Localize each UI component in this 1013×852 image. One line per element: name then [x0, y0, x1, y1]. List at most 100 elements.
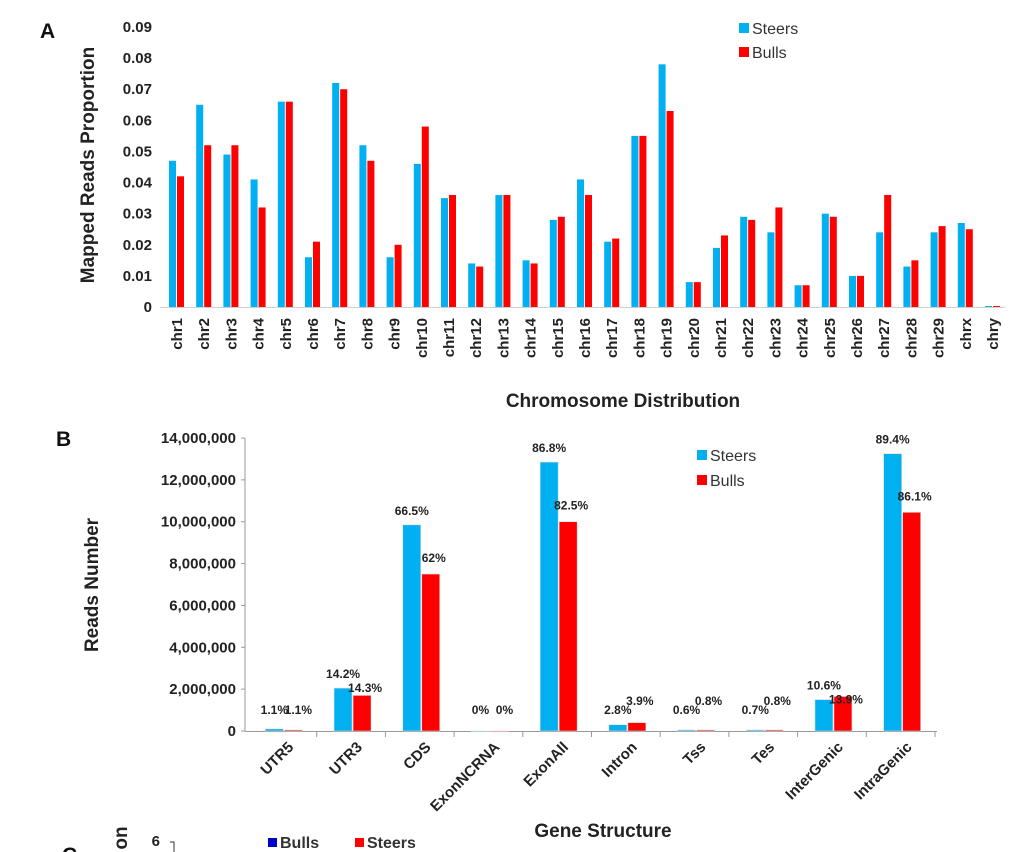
panel-a-bar-bulls [313, 241, 320, 307]
panel-a-bar-bulls [204, 145, 212, 307]
panel-b-data-label-bulls: 13.9% [829, 693, 863, 707]
panel-a-bar-steers [549, 219, 557, 307]
panel-a-y-tick-label: 0.09 [123, 19, 152, 36]
panel-b-data-label-steers: 86.8% [532, 441, 566, 455]
panel-a-x-tick-label: chr26 [849, 318, 866, 358]
panel-a-y-tick-label: 0.06 [123, 112, 152, 129]
panel-b-data-label-bulls: 1.1% [285, 703, 313, 717]
panel-a-bar-steers [604, 241, 612, 307]
panel-b-bar-steers [745, 729, 765, 732]
panel-b-bar-bulls [490, 730, 509, 733]
panel-a-bar-steers [196, 104, 204, 308]
panel-b-x-tick-label: Tes [749, 739, 779, 769]
panel-b-data-label-steers: 0% [472, 703, 490, 717]
panel-a-bar-bulls [911, 260, 919, 307]
panel-a-bar-bulls [748, 219, 756, 307]
panel-a-x-tick-label: chr7 [332, 318, 349, 350]
panel-b-bar-bulls [284, 729, 303, 732]
panel-b-data-label-bulls: 86.1% [898, 489, 932, 503]
panel-a-bar-steers [413, 163, 421, 307]
panel-a-bar-steers [794, 285, 802, 307]
panel-a-x-tick-label: chr8 [359, 318, 376, 350]
panel-a-bar-bulls [857, 275, 864, 307]
panel-b-y-tick-label: 12,000,000 [161, 472, 236, 489]
panel-b-bar-bulls [696, 729, 715, 732]
panel-b-bar-steers [608, 724, 628, 732]
panel-a-bar-steers [903, 266, 911, 307]
panel-b-y-tick-label: 8,000,000 [169, 556, 236, 573]
panel-a-x-tick-label: chr23 [767, 318, 784, 358]
panel-b-data-label-steers: 2.8% [604, 703, 632, 717]
panel-a-bar-steers [957, 223, 965, 307]
panel-a-bar-bulls [721, 235, 728, 307]
panel-b-y-tick-label: 2,000,000 [169, 681, 236, 698]
panel-a-x-tick-label: chr12 [468, 318, 485, 358]
panel-b-x-axis-title: Gene Structure [534, 821, 671, 842]
panel-a-bar-steers [876, 232, 884, 307]
panel-b-bar-steers [677, 729, 696, 732]
panel-a-x-tick-label: chr2 [196, 318, 213, 350]
panel-a-y-tick-label: 0.01 [123, 268, 152, 285]
panel-a-y-tick-label: 0.02 [123, 237, 152, 254]
panel-a-x-tick-label: chr20 [686, 318, 703, 358]
panel-a-bar-bulls [585, 195, 592, 307]
panel-b-data-label-bulls: 0.8% [764, 694, 792, 708]
panel-a-bar-bulls [666, 111, 674, 307]
panel-a-x-tick-label: chr25 [822, 318, 839, 358]
panel-b-data-label-bulls: 0% [496, 703, 514, 717]
panel-a-bar-steers [359, 145, 367, 307]
panel-b-data-label-steers: 89.4% [876, 433, 910, 447]
panel-a-x-tick-label: chr15 [550, 318, 567, 358]
panel-a-y-axis-title: Mapped Reads Proportion [78, 47, 99, 283]
panel-a-legend: Steers Bulls [739, 21, 798, 62]
panel-b-bar-steers [333, 687, 353, 732]
legend-label-bulls: Bulls [752, 45, 787, 62]
panel-a-x-tick-label: chr28 [903, 318, 920, 358]
panel-a-bar-bulls [557, 216, 565, 307]
panel-b-data-label-bulls: 14.3% [348, 681, 382, 695]
panel-a-bar-steers [821, 213, 829, 307]
panel-a-y-tick-label: 0.07 [123, 81, 152, 98]
panel-a-x-tick-label: chr22 [740, 318, 757, 358]
panel-a-bar-steers [767, 232, 775, 307]
panel-b-data-label-bulls: 0.8% [695, 694, 723, 708]
panel-a-chart: A Mapped Reads Proportion Chromosome Dis… [40, 19, 1005, 412]
panel-a-bar-bulls [340, 89, 348, 307]
panel-a-x-tick-label: chr18 [631, 318, 648, 358]
panel-b-data-label-steers: 0.7% [742, 703, 770, 717]
panel-b-legend: Steers Bulls [697, 448, 756, 490]
panel-a-bar-bulls [829, 216, 837, 307]
panel-a-x-tick-label: chr1 [169, 318, 186, 350]
panel-a-bar-bulls [421, 126, 429, 307]
panel-c-y-axis-title: on [111, 826, 132, 849]
panel-a-bar-bulls [612, 238, 620, 307]
panel-b-bar-bulls [421, 573, 441, 732]
panel-b-y-tick-label: 14,000,000 [161, 430, 236, 447]
panel-b-bar-steers [402, 524, 422, 732]
panel-c-axis [170, 841, 175, 852]
panel-a-x-tick-label: chr3 [223, 318, 240, 350]
panel-a-bar-bulls [231, 145, 239, 307]
legend-swatch-bulls [697, 475, 707, 485]
panel-b-chart: B Reads Number Gene Structure 0 2,000,000… [56, 428, 937, 842]
panel-a-x-tick-label: chr5 [278, 318, 295, 350]
panel-a-bar-bulls [938, 226, 946, 307]
panel-a-y-tick-label: 0.03 [123, 206, 152, 223]
panel-b-bar-steers [814, 699, 834, 732]
panel-a-x-tick-label: chr27 [876, 318, 893, 358]
panel-a-bar-steers [658, 64, 666, 307]
panel-b-letter: B [56, 428, 71, 451]
panel-a-bar-steers [685, 282, 693, 307]
panel-a-bar-steers [631, 135, 639, 307]
panel-b-bar-bulls [627, 722, 647, 732]
panel-a-bar-bulls [802, 285, 810, 307]
panel-a-bar-steers [386, 257, 394, 307]
panel-c-legend-swatch-steers [355, 838, 364, 847]
panel-b-y-tick-label: 4,000,000 [169, 639, 236, 656]
panel-a-x-tick-label: chry [985, 317, 1002, 349]
legend-label-steers: Steers [752, 21, 798, 38]
panel-b-x-tick-label: CDS [400, 739, 434, 773]
panel-b-x-tick-label: ExonNCRNA [427, 739, 503, 815]
panel-a-bar-bulls [285, 101, 293, 308]
